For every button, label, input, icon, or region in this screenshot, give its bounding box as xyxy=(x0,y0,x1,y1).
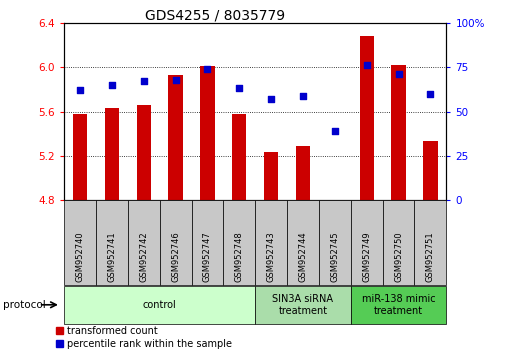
Bar xyxy=(296,146,310,200)
Point xyxy=(140,79,148,84)
Text: GSM952747: GSM952747 xyxy=(203,232,212,282)
Text: GSM952745: GSM952745 xyxy=(330,232,339,282)
Bar xyxy=(264,153,279,200)
Text: GSM952744: GSM952744 xyxy=(299,232,307,282)
Point xyxy=(171,77,180,82)
Bar xyxy=(423,141,438,200)
Text: GSM952742: GSM952742 xyxy=(139,232,148,282)
Point xyxy=(394,72,403,77)
Text: SIN3A siRNA
treatment: SIN3A siRNA treatment xyxy=(272,293,333,316)
Bar xyxy=(391,65,406,200)
Text: GSM952743: GSM952743 xyxy=(267,232,275,282)
Text: protocol: protocol xyxy=(3,300,45,310)
Bar xyxy=(200,66,214,200)
Text: control: control xyxy=(143,300,176,310)
Bar xyxy=(105,108,119,200)
Text: GSM952746: GSM952746 xyxy=(171,232,180,282)
Point xyxy=(331,128,339,134)
Text: GSM952750: GSM952750 xyxy=(394,232,403,282)
Bar xyxy=(136,105,151,200)
Bar xyxy=(73,114,87,200)
Text: GSM952741: GSM952741 xyxy=(107,232,116,282)
Text: GSM952740: GSM952740 xyxy=(75,232,85,282)
Point xyxy=(363,63,371,68)
Text: GDS4255 / 8035779: GDS4255 / 8035779 xyxy=(145,9,286,23)
Point xyxy=(76,87,84,93)
Bar xyxy=(168,75,183,200)
Text: GSM952748: GSM952748 xyxy=(235,232,244,282)
Point xyxy=(235,86,243,91)
Bar xyxy=(360,36,374,200)
Legend: transformed count, percentile rank within the sample: transformed count, percentile rank withi… xyxy=(56,326,232,349)
Point xyxy=(108,82,116,88)
Text: GSM952749: GSM952749 xyxy=(362,232,371,282)
Point xyxy=(299,93,307,98)
Point xyxy=(203,66,211,72)
Bar xyxy=(232,114,246,200)
Point xyxy=(426,91,435,97)
Text: miR-138 mimic
treatment: miR-138 mimic treatment xyxy=(362,293,436,316)
Point xyxy=(267,96,275,102)
Text: GSM952751: GSM952751 xyxy=(426,232,435,282)
